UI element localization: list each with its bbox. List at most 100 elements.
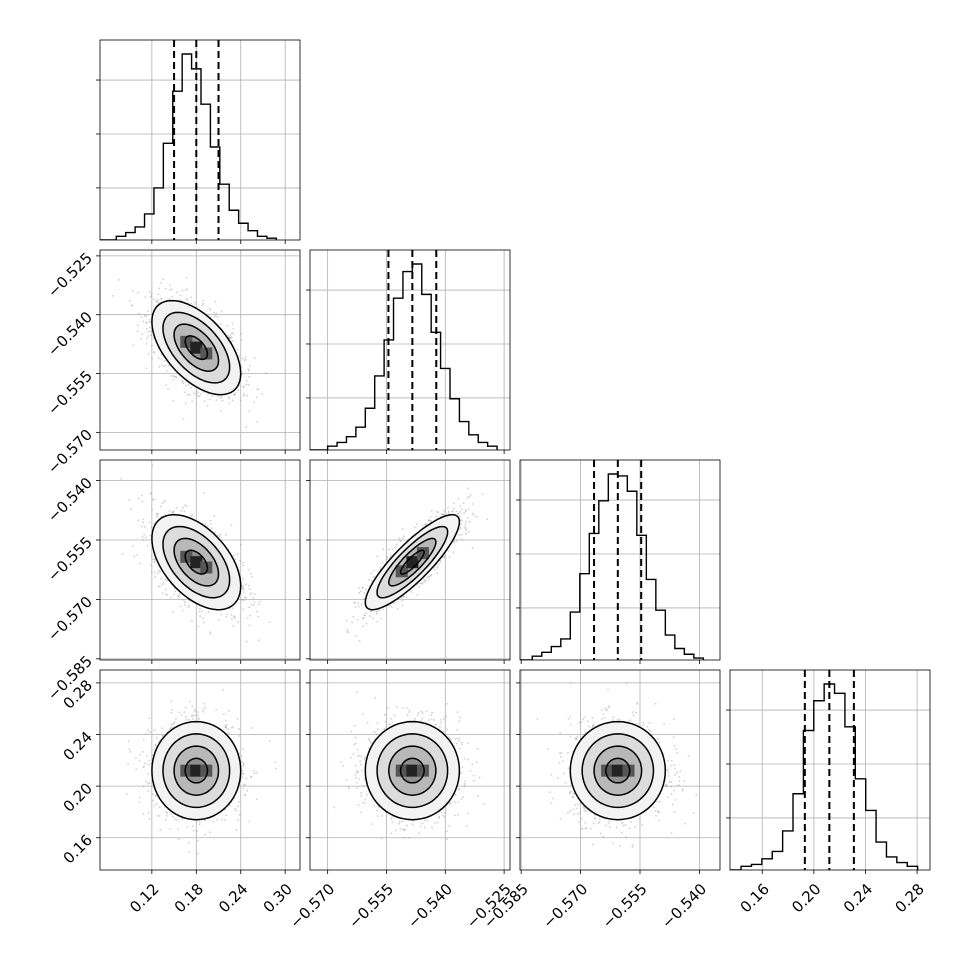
scatter-point: [458, 737, 461, 740]
scatter-point: [222, 688, 224, 691]
scatter-point: [416, 714, 419, 717]
contour-line: [593, 745, 643, 796]
scatter-point: [185, 299, 188, 302]
scatter-point: [427, 719, 430, 721]
scatter-point: [180, 509, 183, 512]
scatter-point: [246, 617, 249, 619]
scatter-point: [379, 566, 382, 569]
scatter-point: [632, 711, 634, 714]
scatter-point: [268, 621, 271, 623]
scatter-point: [375, 610, 378, 613]
scatter-point: [243, 599, 246, 601]
scatter-point: [241, 776, 244, 779]
scatter-point: [567, 811, 569, 814]
scatter-point: [243, 393, 245, 396]
scatter-point: [656, 810, 659, 812]
scatter-point: [618, 718, 621, 721]
scatter-point: [580, 817, 583, 820]
scatter-point: [354, 773, 357, 776]
scatter-point: [128, 300, 131, 302]
scatter-point: [442, 718, 445, 720]
scatter-point: [447, 506, 449, 509]
scatter-point: [594, 817, 596, 819]
scatter-point: [629, 719, 632, 722]
scatter-point: [333, 806, 336, 809]
scatter-point: [168, 828, 171, 830]
scatter-point: [247, 369, 250, 372]
scatter-point: [228, 337, 231, 340]
scatter-point: [361, 586, 364, 589]
scatter-point: [188, 394, 191, 397]
scatter-point: [165, 811, 168, 813]
scatter-point: [620, 831, 623, 834]
scatter-point: [231, 618, 233, 621]
scatter-point: [667, 771, 670, 774]
scatter-point: [225, 727, 228, 729]
density-core: [395, 764, 408, 777]
x-tick-label-p0: 0.24: [215, 880, 251, 916]
scatter-point: [604, 707, 607, 710]
scatter-point: [362, 617, 365, 620]
scatter-point: [399, 828, 402, 830]
scatter-point: [386, 557, 389, 560]
scatter-point: [143, 525, 146, 528]
scatter-point: [362, 713, 364, 716]
scatter-point: [436, 566, 439, 569]
scatter-point: [591, 726, 594, 729]
scatter-point: [232, 615, 235, 617]
scatter-point: [243, 591, 245, 594]
scatter-point: [146, 337, 148, 340]
scatter-point: [670, 785, 673, 788]
scatter-point: [275, 767, 277, 770]
scatter-point: [585, 827, 588, 830]
scatter-point: [166, 812, 168, 815]
scatter-point: [684, 822, 686, 825]
scatter-point: [217, 395, 220, 397]
panel-frame: [99, 669, 301, 871]
scatter-point: [649, 730, 651, 733]
scatter-point: [458, 747, 461, 750]
scatter-point: [237, 819, 240, 822]
scatter-point: [214, 531, 216, 534]
scatter-point: [572, 792, 575, 795]
scatter-point: [376, 610, 378, 613]
scatter-point: [438, 563, 440, 566]
scatter-point: [143, 533, 146, 536]
scatter-point: [464, 780, 467, 783]
scatter-point: [227, 336, 230, 339]
scatter-point: [236, 718, 239, 720]
scatter-point: [360, 795, 363, 797]
scatter-point: [255, 421, 258, 423]
scatter-point: [204, 833, 207, 836]
scatter-point: [197, 852, 199, 855]
scatter-point: [447, 510, 450, 513]
scatter-point: [247, 584, 250, 587]
scatter-point: [358, 640, 361, 642]
scatter-point: [163, 365, 166, 368]
scatter-point: [608, 705, 611, 708]
scatter-point: [209, 632, 211, 635]
scatter-point: [130, 508, 132, 510]
contour-line: [184, 549, 209, 575]
scatter-point: [190, 516, 193, 518]
scatter-point: [472, 514, 475, 516]
scatter-point: [454, 814, 456, 817]
scatter-point: [561, 760, 564, 763]
scatter-point: [156, 299, 159, 302]
scatter-point: [235, 829, 238, 832]
scatter-point: [360, 811, 362, 814]
scatter-point: [172, 378, 175, 381]
scatter-point: [215, 399, 218, 401]
y-tick-label-p1: −0.525: [44, 249, 96, 301]
scatter-point: [355, 777, 358, 779]
x-tick-label-p0: 0.18: [171, 880, 207, 916]
scatter-point: [142, 538, 145, 541]
scatter-point: [421, 524, 424, 527]
scatter-point: [162, 278, 165, 281]
scatter-point: [244, 583, 247, 586]
scatter-point: [253, 772, 256, 774]
scatter-point: [228, 396, 231, 398]
scatter-point: [162, 500, 165, 503]
scatter-point: [581, 828, 583, 831]
scatter-point: [569, 735, 572, 738]
